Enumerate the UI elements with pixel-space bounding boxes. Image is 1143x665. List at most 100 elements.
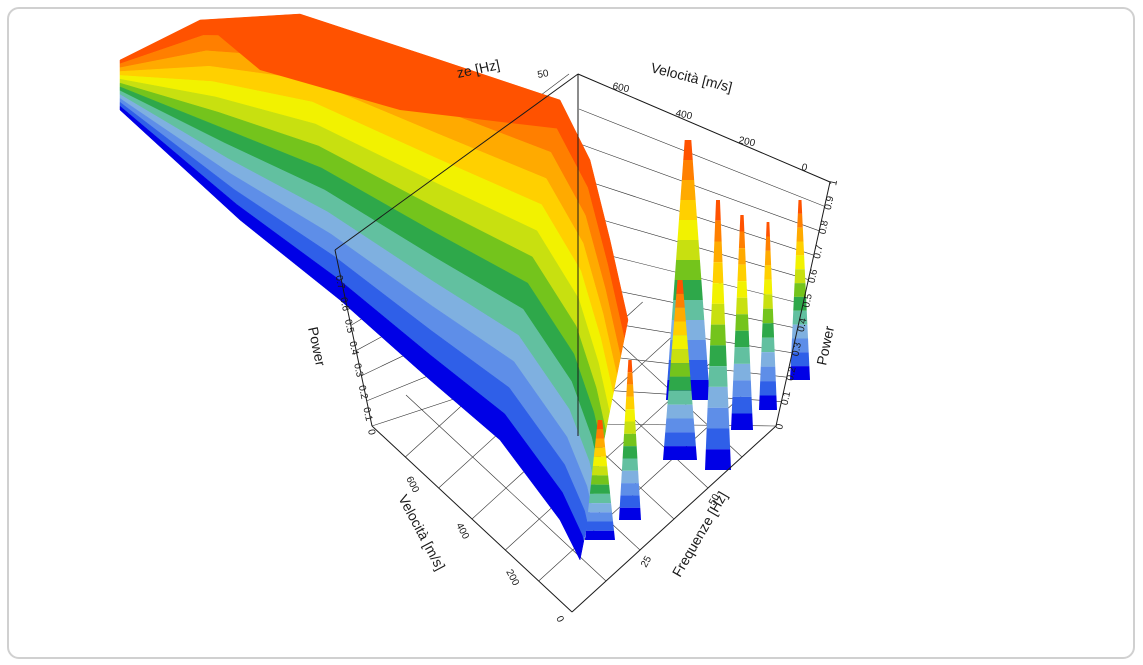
peak-band bbox=[712, 262, 724, 284]
axis-edge bbox=[577, 73, 831, 183]
peak-band bbox=[795, 255, 805, 270]
peak-band bbox=[711, 283, 725, 304]
back-right-axis-title: Velocità [m/s] bbox=[649, 59, 734, 95]
tick-label-power-left: 0.7 bbox=[333, 274, 347, 290]
peak-band bbox=[683, 140, 693, 160]
axis-edge bbox=[334, 249, 373, 427]
peak-band bbox=[715, 200, 721, 221]
peak-band bbox=[732, 380, 752, 397]
peak-band bbox=[671, 335, 689, 350]
peak-band bbox=[665, 418, 695, 433]
peak-band bbox=[710, 303, 726, 325]
peak-band bbox=[668, 376, 692, 391]
peak-band bbox=[674, 260, 702, 280]
tick-labels: 0 200 400 600 25 50 600 400 200 0 50 0 0.1 0.2 0.3 0.4 0… bbox=[333, 68, 840, 625]
peak-band bbox=[623, 433, 637, 447]
tick-label-power-right: 0.1 bbox=[780, 390, 794, 406]
peak-band bbox=[663, 446, 697, 460]
peak-band bbox=[796, 227, 804, 242]
tick-label-power-right: 0.7 bbox=[812, 244, 826, 260]
peak-band bbox=[595, 429, 605, 439]
peak-band bbox=[736, 297, 748, 315]
peak-band bbox=[622, 446, 638, 459]
peak-band bbox=[761, 337, 775, 353]
peak-band bbox=[764, 250, 772, 266]
peak-band bbox=[760, 366, 776, 382]
tick-label-power-right: 0.4 bbox=[796, 317, 810, 333]
tick-label-power-left: 0.2 bbox=[356, 384, 370, 400]
tick-label-velocity: 200 bbox=[503, 568, 521, 588]
peak-band bbox=[664, 432, 696, 447]
tick-label-power-right: 0.3 bbox=[790, 341, 804, 357]
peak-band bbox=[760, 352, 776, 367]
peak-band bbox=[626, 372, 634, 385]
peak-band bbox=[731, 396, 753, 414]
tick-label-power-left: 0.4 bbox=[347, 340, 361, 356]
tick-label-power-left: 0.1 bbox=[360, 406, 374, 422]
peak-band bbox=[620, 483, 640, 496]
peak-band bbox=[586, 512, 614, 522]
peak-band bbox=[738, 248, 746, 265]
peak-band bbox=[791, 338, 809, 353]
front-left-axis-title: Velocità [m/s] bbox=[395, 492, 448, 573]
peak-band bbox=[619, 507, 641, 520]
peak-band bbox=[678, 200, 698, 220]
peak-band bbox=[621, 470, 639, 484]
peak-band bbox=[675, 293, 685, 308]
surface-peaks bbox=[585, 140, 810, 540]
peak-band bbox=[765, 236, 771, 251]
tick-label-frequency: 25 bbox=[639, 554, 654, 570]
peak-band bbox=[708, 366, 728, 387]
tick-label-power-right: 0.2 bbox=[785, 366, 799, 382]
axis-edge bbox=[775, 181, 831, 427]
tick-label-power-right: 0.6 bbox=[807, 268, 821, 284]
tick-label-frequency: 50 bbox=[707, 492, 722, 508]
axis-edge bbox=[334, 73, 579, 251]
grid-line-right-wall bbox=[580, 178, 814, 256]
axis-edge bbox=[571, 425, 777, 613]
tick-label-power-right: 0.9 bbox=[823, 195, 837, 211]
peak-band bbox=[762, 308, 774, 324]
peak-band bbox=[795, 241, 805, 256]
peak-band bbox=[794, 269, 806, 284]
right-power-axis-title: Power bbox=[813, 324, 837, 366]
left-power-axis-title: Power bbox=[305, 325, 329, 367]
peak-band bbox=[790, 352, 810, 367]
peak-band bbox=[797, 200, 803, 214]
tick-label-power-left: 0.3 bbox=[351, 362, 365, 378]
surface-band-top bbox=[200, 14, 570, 130]
peak-band bbox=[590, 475, 610, 485]
peak-band bbox=[705, 449, 731, 470]
tick-label-power-left: 0.5 bbox=[342, 318, 356, 334]
peak-band bbox=[670, 349, 690, 364]
peak-band bbox=[591, 466, 609, 476]
peak-band bbox=[625, 396, 635, 410]
tick-label-power-left: 0.6 bbox=[337, 296, 351, 312]
peak-band bbox=[734, 330, 750, 348]
grid-line-right-wall bbox=[579, 143, 820, 232]
peak-band bbox=[713, 241, 723, 263]
peak-band bbox=[761, 323, 775, 338]
front-right-axis-title: Frequenze [Hz] bbox=[669, 489, 731, 580]
peak-band bbox=[733, 347, 751, 364]
peak-band bbox=[793, 283, 807, 297]
tick-label-power-right: 1 bbox=[828, 178, 840, 186]
tick-label-velocity: 600 bbox=[403, 475, 421, 495]
peak-band bbox=[619, 495, 641, 508]
tick-label-velocity: 400 bbox=[453, 521, 471, 541]
peak-band bbox=[714, 220, 722, 242]
peak-band bbox=[738, 231, 746, 249]
peak-band bbox=[736, 281, 748, 298]
tick-label-velocity-back: 600 bbox=[611, 81, 630, 95]
peak-band bbox=[737, 264, 747, 282]
grid-line-right-wall bbox=[578, 108, 825, 207]
tick-label-velocity-back: 0 bbox=[800, 162, 808, 174]
tick-label-velocity: 0 bbox=[553, 614, 566, 624]
peak-band bbox=[593, 447, 607, 457]
peak-band bbox=[585, 521, 615, 531]
peak-band bbox=[681, 160, 695, 180]
peak-band bbox=[666, 404, 694, 419]
peak-band bbox=[626, 384, 634, 397]
peak-band bbox=[676, 240, 700, 260]
tick-label-velocity-back: 200 bbox=[737, 135, 756, 149]
